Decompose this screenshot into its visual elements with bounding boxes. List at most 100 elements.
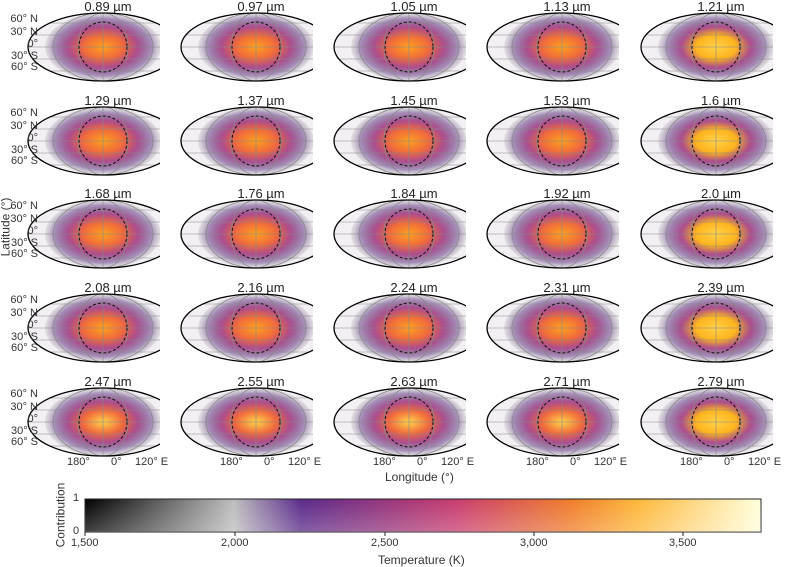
dashed-contour (691, 396, 741, 448)
map-outline (640, 387, 773, 457)
lat-label: 30° S (10, 425, 38, 437)
map-outline (180, 293, 313, 363)
colorbar-ytick-1: 1 (73, 492, 80, 504)
panel-title: 1.13 µm (543, 0, 591, 14)
graticule (487, 294, 619, 362)
lat-label: 60° N (10, 107, 38, 119)
dashed-contour (78, 208, 128, 260)
map-outline (180, 387, 313, 457)
dashed-contour (78, 21, 128, 73)
lon-label: 180° (680, 456, 703, 468)
graticule (334, 13, 466, 81)
lat-label: 0° (27, 225, 38, 237)
map-panel: 1.92 µm (486, 187, 639, 281)
lat-label: 60° S (10, 342, 38, 354)
lat-label: 30° S (10, 331, 38, 343)
map-svg (486, 387, 619, 457)
map-svg (27, 199, 160, 269)
lon-label: 0° (570, 456, 581, 468)
map-panel: 1.13 µm (486, 0, 639, 94)
map-outline (486, 199, 619, 269)
map-outline (640, 12, 773, 82)
panel-title: 0.97 µm (237, 0, 285, 14)
graticule (28, 107, 160, 175)
map-svg (333, 199, 466, 269)
lat-label: 60° S (10, 436, 38, 448)
map-panel: 1.29 µm (27, 93, 180, 188)
map-svg (27, 293, 160, 363)
lat-label: 60° N (10, 200, 38, 212)
map-panel: 1.76 µm (180, 187, 333, 281)
dashed-contour (384, 208, 434, 260)
map-panel: 0.89 µm (27, 0, 180, 94)
map-panel: 2.39 µm (640, 280, 793, 375)
panel-title: 2.24 µm (390, 280, 438, 295)
panel-title: 2.39 µm (697, 280, 745, 295)
dashed-contour (78, 396, 128, 448)
lon-label: 120° E (441, 456, 475, 468)
lat-label: 0° (27, 319, 38, 331)
graticule (28, 388, 160, 456)
lon-label: 0° (264, 456, 275, 468)
map-panel: 2.16 µm (180, 281, 333, 375)
map-panel: 0.97 µm (180, 0, 333, 94)
map-outline (640, 199, 773, 269)
map-svg (640, 387, 773, 457)
colorbar-tick-label: 2,000 (221, 537, 249, 549)
map-svg (333, 293, 466, 363)
panel-title: 0.89 µm (84, 0, 132, 14)
map-panel: 2.31 µm (486, 281, 639, 375)
graticule (334, 388, 466, 456)
map-outline (486, 106, 619, 176)
graticule (28, 294, 160, 362)
map-outline (333, 106, 466, 176)
map-outline (27, 199, 160, 269)
map-outline (333, 12, 466, 82)
map-panel: 1.6 µm (640, 94, 793, 188)
lon-label: 0° (724, 456, 735, 468)
dashed-contour (231, 396, 281, 448)
map-panel: 1.37 µm (180, 94, 333, 188)
dashed-contour (231, 208, 281, 260)
graticule (641, 200, 773, 268)
map-svg (486, 12, 619, 82)
map-outline (180, 199, 313, 269)
graticule (487, 107, 619, 175)
map-outline (27, 293, 160, 363)
graticule (181, 200, 313, 268)
map-svg (486, 199, 619, 269)
dashed-contour (537, 208, 587, 260)
dashed-contour (78, 115, 128, 167)
lat-label: 0° (27, 132, 38, 144)
panel-title: 1.21 µm (697, 0, 745, 14)
dashed-contour (537, 115, 587, 167)
panel-title: 1.29 µm (84, 93, 132, 108)
lat-label: 60° N (10, 294, 38, 306)
lat-label: 30° N (10, 120, 38, 132)
map-svg (640, 293, 773, 363)
colorbar-tick-label: 1,500 (71, 537, 99, 549)
lat-label: 30° N (10, 401, 38, 413)
map-svg (180, 293, 313, 363)
graticule (181, 107, 313, 175)
graticule (641, 107, 773, 175)
lon-label: 180° (67, 456, 90, 468)
graticule (28, 200, 160, 268)
y-axis-title: Latitude (°) (0, 197, 13, 257)
lon-label: 120° E (748, 456, 782, 468)
graticule (181, 388, 313, 456)
graticule (487, 388, 619, 456)
dashed-contour (384, 21, 434, 73)
panel-title: 2.08 µm (84, 280, 132, 295)
map-outline (486, 387, 619, 457)
panel-title: 2.0 µm (700, 186, 741, 201)
lat-label: 60° S (10, 155, 38, 167)
map-panel: 2.79 µm (640, 375, 793, 469)
lat-label: 30° S (10, 144, 38, 156)
dashed-contour (691, 302, 741, 354)
lat-label: 60° N (10, 388, 38, 400)
map-svg (27, 12, 160, 82)
map-svg (640, 106, 773, 176)
lon-label: 0° (111, 456, 122, 468)
lat-label: 30° S (10, 50, 38, 62)
